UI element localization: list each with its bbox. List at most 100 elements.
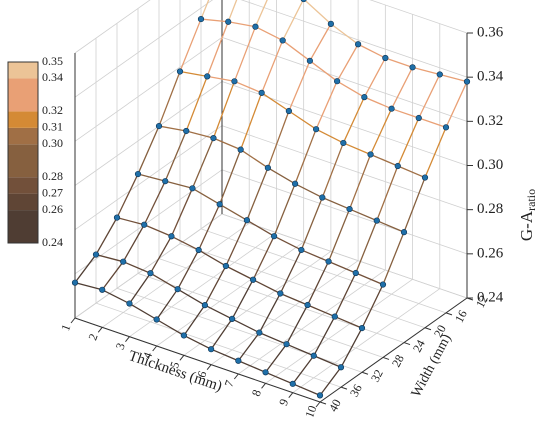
data-point (180, 332, 187, 339)
surface-mesh (376, 220, 405, 233)
data-point (331, 313, 338, 320)
surface-mesh (95, 217, 118, 255)
surface-mesh (177, 288, 206, 306)
surface-mesh (418, 74, 441, 119)
surface-mesh (391, 108, 419, 119)
surface-mesh (246, 167, 269, 221)
data-point (298, 246, 305, 254)
data-point (174, 286, 181, 293)
y-tick (340, 386, 348, 390)
surface-mesh (116, 173, 139, 218)
surface-mesh (336, 80, 365, 98)
data-point (134, 170, 142, 178)
surface-mesh (357, 43, 386, 59)
data-point (155, 122, 163, 130)
grid-line (200, 0, 447, 314)
y-tick (424, 327, 432, 331)
x-tick-label: 9 (276, 397, 291, 407)
data-point (256, 329, 263, 336)
surface-mesh (137, 173, 166, 182)
data-point (92, 251, 100, 258)
colorbar-label: 0.32 (42, 103, 63, 117)
data-point (99, 286, 106, 293)
colorbar-label: 0.27 (42, 185, 63, 199)
data-point (289, 380, 296, 387)
surface-mesh (301, 249, 329, 263)
z-tick-label: 0.34 (477, 69, 504, 85)
surface-mesh (186, 130, 214, 139)
surface-mesh (340, 327, 363, 368)
colorbar-label: 0.24 (42, 235, 63, 249)
surface-mesh (397, 165, 426, 179)
surface-mesh (137, 125, 160, 175)
data-point (361, 94, 368, 101)
data-point (243, 217, 250, 224)
data-point (141, 221, 148, 228)
y-tick (382, 356, 390, 360)
surface-mesh (385, 57, 413, 68)
surface-mesh (361, 284, 384, 329)
data-point (292, 180, 299, 187)
y-tick (466, 297, 474, 301)
surface-mesh (334, 272, 357, 317)
surface-mesh (200, 0, 210, 20)
data-point (277, 290, 284, 297)
data-point (197, 15, 205, 23)
x-tick (261, 383, 266, 389)
surface-mesh (376, 165, 399, 221)
surface-mesh (286, 343, 315, 357)
grid-line (95, 38, 342, 388)
surface-mesh (280, 292, 308, 306)
data-point (283, 341, 290, 348)
surface-mesh (390, 67, 414, 109)
x-tick (97, 327, 103, 333)
x-tick (152, 345, 158, 352)
surface-mesh (282, 39, 311, 62)
surface-mesh (315, 128, 344, 144)
data-point (319, 194, 326, 201)
y-tick-label: 12 (473, 293, 491, 310)
x-tick (179, 355, 185, 361)
data-point (285, 107, 292, 115)
x-tick (315, 401, 321, 408)
surface-mesh (156, 288, 179, 320)
x-tick-label: 5 (167, 360, 182, 370)
surface-mesh (309, 23, 332, 62)
surface-mesh (265, 343, 288, 373)
data-point (225, 18, 232, 25)
z-axis-title-main: G-A (517, 210, 536, 241)
data-point (271, 233, 278, 240)
data-point (279, 37, 286, 44)
surface-mesh (303, 0, 332, 25)
surface-mesh (445, 81, 468, 128)
data-point (367, 151, 374, 158)
surface-mesh (129, 302, 157, 321)
surface-mesh (170, 188, 194, 237)
data-point (300, 0, 307, 3)
z-tick-label: 0.28 (477, 201, 503, 217)
surface-mesh (238, 360, 266, 373)
grid-line (74, 0, 468, 54)
grid-line (210, 0, 359, 365)
surface-mesh (382, 231, 405, 285)
data-point (358, 325, 366, 332)
z-axis-title-sub: ratio (524, 189, 538, 211)
surface-mesh (439, 73, 468, 83)
data-point (409, 64, 416, 71)
surface-mesh (273, 235, 302, 251)
data-point (352, 269, 359, 277)
surface-mesh (233, 26, 257, 82)
colorbar-band (8, 62, 38, 79)
surface-mesh (225, 265, 254, 281)
colorbar-band (8, 144, 38, 178)
surface-mesh (267, 167, 296, 185)
surface-mesh (165, 180, 193, 189)
surface-mesh (255, 26, 283, 42)
y-tick-label: 36 (347, 382, 365, 399)
data-point (334, 78, 341, 85)
data-point (162, 178, 169, 185)
data-point (204, 73, 211, 80)
surface-mesh (313, 355, 342, 368)
colorbar-band (8, 127, 38, 145)
surface-mesh (288, 60, 311, 112)
